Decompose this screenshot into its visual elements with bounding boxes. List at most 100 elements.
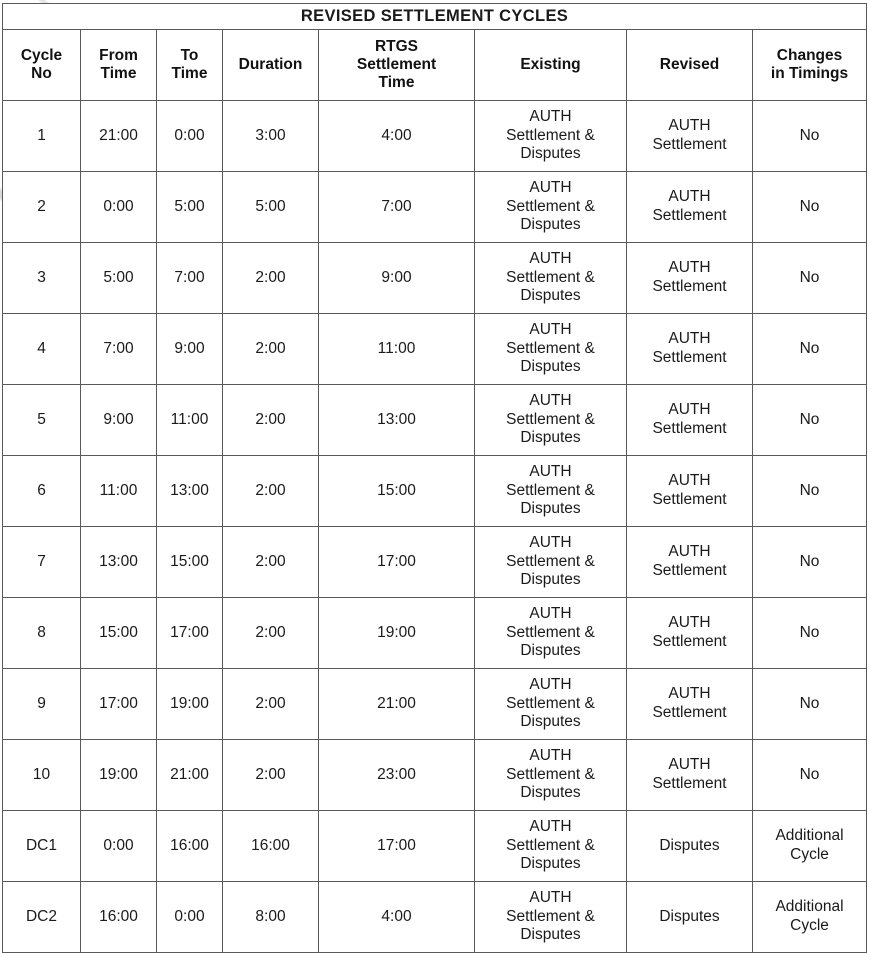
cell-existing-line-2: Settlement & <box>506 765 595 783</box>
cell-changes-line-1: No <box>799 126 820 144</box>
cell-cycle-no: 2 <box>2 171 81 243</box>
table-row: 9 17:00 19:00 2:00 21:00 AUTH Settlement & Disp… <box>2 668 868 740</box>
table-title-row: REVISED SETTLEMENT CYCLES <box>1 3 868 30</box>
cell-duration: 2:00 <box>222 455 319 527</box>
cell-existing-line-3: Disputes <box>520 571 581 589</box>
header-line-2: Time <box>171 65 208 82</box>
cell-duration: 16:00 <box>222 810 319 882</box>
cell-changes-line-1: No <box>799 623 820 641</box>
cell-changes-line-1: No <box>799 339 820 357</box>
cell-cycle-no: 7 <box>2 526 81 598</box>
cell-revised-line-1: AUTH <box>668 756 711 774</box>
cell-existing-line-1: AUTH <box>529 250 572 268</box>
cell-revised: AUTH Settlement <box>626 313 753 385</box>
cell-existing-line-1: AUTH <box>529 463 572 481</box>
cell-revised: AUTH Settlement <box>626 455 753 527</box>
cell-rtgs-settlement-time: 4:00 <box>318 881 475 953</box>
cell-changes-line-2: Cycle <box>790 846 829 863</box>
cell-from-time: 21:00 <box>80 100 157 172</box>
header-line-1: Duration <box>238 56 303 74</box>
cell-duration: 2:00 <box>222 526 319 598</box>
cell-changes-line-1: No <box>799 410 820 428</box>
settlement-cycles-sheet: REVISED SETTLEMENT CYCLES Cycle No From … <box>1 3 868 953</box>
cell-existing: AUTH Settlement & Disputes <box>474 242 627 314</box>
cell-existing-line-2: Settlement & <box>506 410 595 428</box>
cell-existing-line-1: AUTH <box>529 605 572 623</box>
cell-cycle-no: 6 <box>2 455 81 527</box>
cell-existing-line-3: Disputes <box>520 429 581 447</box>
cell-changes: No <box>751 242 868 314</box>
cell-duration: 2:00 <box>222 384 319 456</box>
cell-cycle-no: 5 <box>2 384 81 456</box>
cell-changes: Additional Cycle <box>751 881 868 953</box>
cell-revised: AUTH Settlement <box>626 739 753 811</box>
cell-revised-line-2: Settlement <box>652 633 727 650</box>
header-line-2: Time <box>100 65 137 82</box>
table-row: 7 13:00 15:00 2:00 17:00 AUTH Settlement & Disp… <box>2 526 868 598</box>
cell-existing-line-1: AUTH <box>529 534 572 552</box>
header-line-1: Revised <box>659 56 720 74</box>
cell-rtgs-settlement-time: 17:00 <box>318 526 475 598</box>
cell-revised-line-1: AUTH <box>668 543 711 561</box>
cell-existing: AUTH Settlement & Disputes <box>474 455 627 527</box>
cell-rtgs-settlement-time: 21:00 <box>318 668 475 740</box>
cell-revised-line-1: AUTH <box>668 614 711 632</box>
cell-existing-line-1: AUTH <box>529 179 572 197</box>
cell-revised-line-1: AUTH <box>668 259 711 277</box>
table-row: 10 19:00 21:00 2:00 23:00 AUTH Settlement & Dis… <box>2 739 868 811</box>
cell-revised-line-2: Settlement <box>652 775 727 792</box>
cell-revised-line-2: Settlement <box>652 704 727 721</box>
cell-changes: No <box>751 384 868 456</box>
cell-revised: AUTH Settlement <box>626 100 753 172</box>
cell-revised: AUTH Settlement <box>626 171 753 243</box>
cell-rtgs-settlement-time: 15:00 <box>318 455 475 527</box>
cell-revised-line-1: Disputes <box>659 907 720 925</box>
header-line-2: in Timings <box>770 65 849 82</box>
table-row: DC1 0:00 16:00 16:00 17:00 AUTH Settlement & Di… <box>2 810 868 882</box>
cell-cycle-no: 1 <box>2 100 81 172</box>
cell-revised: Disputes <box>626 810 753 882</box>
table-row: 1 21:00 0:00 3:00 4:00 AUTH Settlement & Disput… <box>2 100 868 172</box>
page-title: REVISED SETTLEMENT CYCLES <box>1 3 868 30</box>
cell-revised: AUTH Settlement <box>626 384 753 456</box>
cell-duration: 2:00 <box>222 739 319 811</box>
cell-changes-line-1: Additional <box>775 827 844 845</box>
table-row: 6 11:00 13:00 2:00 15:00 AUTH Settlement & Disp… <box>2 455 868 527</box>
cell-cycle-no: 10 <box>2 739 81 811</box>
cell-existing-line-1: AUTH <box>529 392 572 410</box>
cell-to-time: 9:00 <box>156 313 223 385</box>
table-row: 4 7:00 9:00 2:00 11:00 AUTH Settlement & Disput… <box>2 313 868 385</box>
cell-duration: 2:00 <box>222 242 319 314</box>
cell-changes: No <box>751 739 868 811</box>
header-line-2: Settlement <box>356 56 437 74</box>
cell-changes: No <box>751 313 868 385</box>
cell-revised-line-1: AUTH <box>668 330 711 348</box>
header-line-1: Cycle <box>20 47 63 65</box>
cell-revised-line-1: AUTH <box>668 117 711 135</box>
cell-existing-line-1: AUTH <box>529 108 572 126</box>
cell-from-time: 11:00 <box>80 455 157 527</box>
header-line-3: Time <box>378 73 415 91</box>
cell-existing: AUTH Settlement & Disputes <box>474 100 627 172</box>
cell-from-time: 0:00 <box>80 810 157 882</box>
cell-existing-line-3: Disputes <box>520 784 581 802</box>
cell-revised-line-1: AUTH <box>668 685 711 703</box>
table-row: DC2 16:00 0:00 8:00 4:00 AUTH Settlement & Disp… <box>2 881 868 953</box>
cell-to-time: 21:00 <box>156 739 223 811</box>
cell-existing-line-3: Disputes <box>520 216 581 234</box>
cell-rtgs-settlement-time: 4:00 <box>318 100 475 172</box>
table-row: 8 15:00 17:00 2:00 19:00 AUTH Settlement & Disp… <box>2 597 868 669</box>
cell-rtgs-settlement-time: 7:00 <box>318 171 475 243</box>
cell-duration: 2:00 <box>222 668 319 740</box>
cell-existing-line-2: Settlement & <box>506 197 595 215</box>
cell-rtgs-settlement-time: 19:00 <box>318 597 475 669</box>
cell-revised: AUTH Settlement <box>626 242 753 314</box>
cell-to-time: 0:00 <box>156 881 223 953</box>
cell-revised-line-1: AUTH <box>668 401 711 419</box>
cell-cycle-no: 8 <box>2 597 81 669</box>
cell-rtgs-settlement-time: 23:00 <box>318 739 475 811</box>
cell-revised: AUTH Settlement <box>626 526 753 598</box>
cell-existing-line-1: AUTH <box>529 321 572 339</box>
cell-revised-line-2: Settlement <box>652 349 727 366</box>
cell-existing: AUTH Settlement & Disputes <box>474 526 627 598</box>
